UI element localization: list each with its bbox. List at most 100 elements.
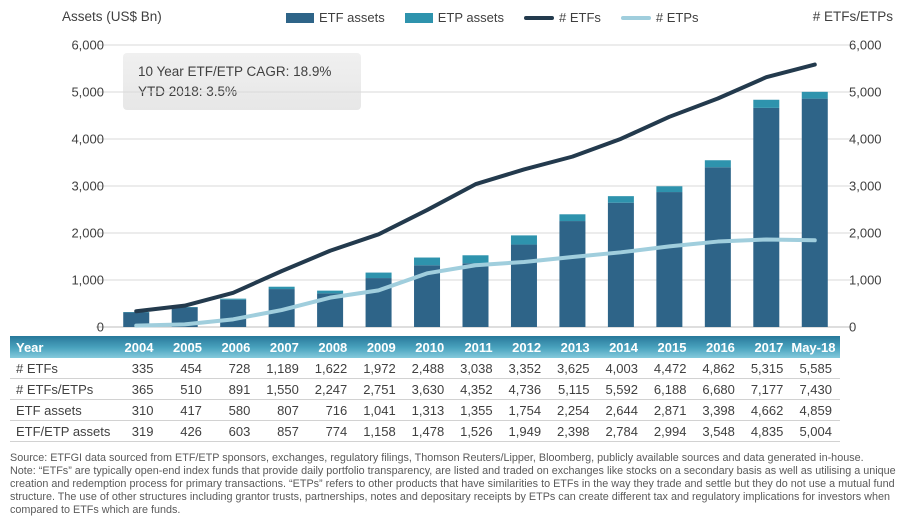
table-cell: 580 — [209, 399, 259, 421]
table-cell: 1,550 — [258, 378, 307, 400]
num-etfs-line — [134, 62, 817, 314]
table-cell: 2,784 — [597, 420, 646, 442]
table-cell: 807 — [258, 399, 307, 421]
table-cell: 4,736 — [500, 378, 550, 400]
source-note: Source: ETFGI data sourced from ETF/ETP … — [10, 452, 864, 464]
right-axis-title: # ETFs/ETPs — [812, 9, 893, 24]
chart-region: Assets (US$ Bn) # ETFs/ETPs ETF assets E… — [62, 9, 893, 335]
year-column-header: 2008 — [306, 336, 356, 358]
table-cell: 3,625 — [549, 358, 598, 379]
right-axis-tick-label: 2,000 — [849, 226, 882, 241]
year-column-header: 2014 — [597, 336, 646, 358]
legend-item-num-etps: # ETPs — [620, 10, 699, 25]
table-cell: 1,972 — [355, 358, 404, 379]
year-column-header: 2006 — [209, 336, 259, 358]
etp-assets-swatch-icon — [404, 12, 433, 23]
etp-assets-bar-cap — [704, 160, 731, 168]
etp-assets-bar-cap — [220, 298, 247, 300]
table-cell: 1,158 — [355, 420, 404, 442]
table-cell: 5,592 — [597, 378, 646, 400]
legend-item-etf-assets: ETF assets — [286, 10, 385, 25]
definition-note: Note: “ETFs” are typically open-end inde… — [10, 465, 896, 516]
year-column-header: 2005 — [161, 336, 210, 358]
etf-assets-bar — [220, 299, 247, 327]
left-axis-tick-label: 6,000 — [71, 38, 104, 53]
table-row: ETF/ETP assets 319 426 603 857 774 1,158 1,478 1… — [10, 420, 840, 442]
right-axis-tick-label: 3,000 — [849, 179, 882, 194]
table-cell: 417 — [161, 399, 210, 421]
annotation-line-1: 10 Year ETF/ETP CAGR: 18.9% — [138, 64, 332, 79]
legend-label: ETF assets — [319, 10, 385, 25]
year-column-header: 2011 — [452, 336, 501, 358]
etp-assets-bar-cap — [559, 214, 586, 222]
year-column-header: 2009 — [355, 336, 404, 358]
table-cell: 6,680 — [694, 378, 743, 400]
table-header-row: Year 2004 2005 2006 2007 2008 2009 2010 2011 2012… — [10, 336, 840, 358]
num-etps-line — [134, 237, 817, 328]
legend-label: # ETPs — [655, 10, 699, 25]
year-column-header: 2010 — [403, 336, 453, 358]
table-cell: 7,430 — [791, 378, 840, 400]
etf-assets-bar — [510, 244, 537, 327]
num-etfs-line-swatch-icon — [523, 15, 554, 20]
footnotes: Source: ETFGI data sourced from ETF/ETP … — [10, 452, 896, 517]
data-table: Year 2004 2005 2006 2007 2008 2009 2010 2011 2012… — [10, 336, 840, 442]
row-label: ETF assets — [10, 399, 114, 421]
table-cell: 4,862 — [694, 358, 743, 379]
table-cell: 4,662 — [742, 399, 792, 421]
row-label: # ETFs — [10, 358, 114, 379]
table-cell: 603 — [209, 420, 259, 442]
table-cell: 728 — [209, 358, 259, 379]
table-cell: 2,247 — [306, 378, 356, 400]
left-axis-tick-label: 0 — [97, 320, 104, 335]
table-row: # ETFs/ETPs 365 510 891 1,550 2,247 2,751 3,630… — [10, 378, 840, 400]
etp-assets-bar-cap — [510, 235, 537, 245]
table-cell: 5,315 — [742, 358, 792, 379]
table-cell: 4,003 — [597, 358, 646, 379]
table-cell: 1,754 — [500, 399, 550, 421]
table-cell: 5,004 — [791, 420, 840, 442]
table-cell: 319 — [113, 420, 162, 442]
etp-assets-bar-cap — [414, 257, 441, 266]
etp-assets-bar-cap — [656, 186, 683, 193]
right-axis-tick-label: 1,000 — [849, 273, 882, 288]
table-body: # ETFs 335 454 728 1,189 1,622 1,972 2,488 3,038… — [10, 358, 840, 442]
table-cell: 3,630 — [403, 378, 453, 400]
table-cell: 4,352 — [452, 378, 501, 400]
table-cell: 4,859 — [791, 399, 840, 421]
table-cell: 3,352 — [500, 358, 550, 379]
table-cell: 5,585 — [791, 358, 840, 379]
table-cell: 3,548 — [694, 420, 743, 442]
table-cell: 7,177 — [742, 378, 792, 400]
table-cell: 2,994 — [646, 420, 695, 442]
table-cell: 774 — [306, 420, 356, 442]
etp-assets-bar-cap — [607, 196, 634, 203]
table-cell: 857 — [258, 420, 307, 442]
cagr-annotation-box: 10 Year ETF/ETP CAGR: 18.9% YTD 2018: 3.… — [123, 53, 361, 110]
table-cell: 1,949 — [500, 420, 550, 442]
chart-svg: 0 0 1,000 1,000 2,000 2,000 3,000 3,000 4,000 4,0… — [71, 38, 882, 335]
year-column-header: 2016 — [694, 336, 743, 358]
table-cell: 1,313 — [403, 399, 453, 421]
etf-assets-bar — [123, 312, 150, 327]
year-column-header: May-18 — [791, 336, 840, 358]
legend-label: # ETFs — [558, 10, 601, 25]
table-cell: 2,644 — [597, 399, 646, 421]
table-cell: 3,038 — [452, 358, 501, 379]
right-axis-tick-label: 4,000 — [849, 132, 882, 147]
table-cell: 3,398 — [694, 399, 743, 421]
legend-item-num-etfs: # ETFs — [523, 10, 601, 25]
legend-item-etp-assets: ETP assets — [404, 10, 504, 25]
table-cell: 2,871 — [646, 399, 695, 421]
table-cell: 1,355 — [452, 399, 501, 421]
etf-assets-bar — [607, 202, 634, 327]
table-cell: 1,622 — [306, 358, 356, 379]
year-header-label: Year — [10, 336, 114, 358]
table-cell: 4,472 — [646, 358, 695, 379]
year-column-header: 2007 — [258, 336, 307, 358]
table-cell: 1,526 — [452, 420, 501, 442]
left-axis-tick-label: 3,000 — [71, 179, 104, 194]
table-cell: 2,751 — [355, 378, 404, 400]
right-axis-tick-label: 6,000 — [849, 38, 882, 53]
etf-assets-bar — [462, 263, 489, 327]
